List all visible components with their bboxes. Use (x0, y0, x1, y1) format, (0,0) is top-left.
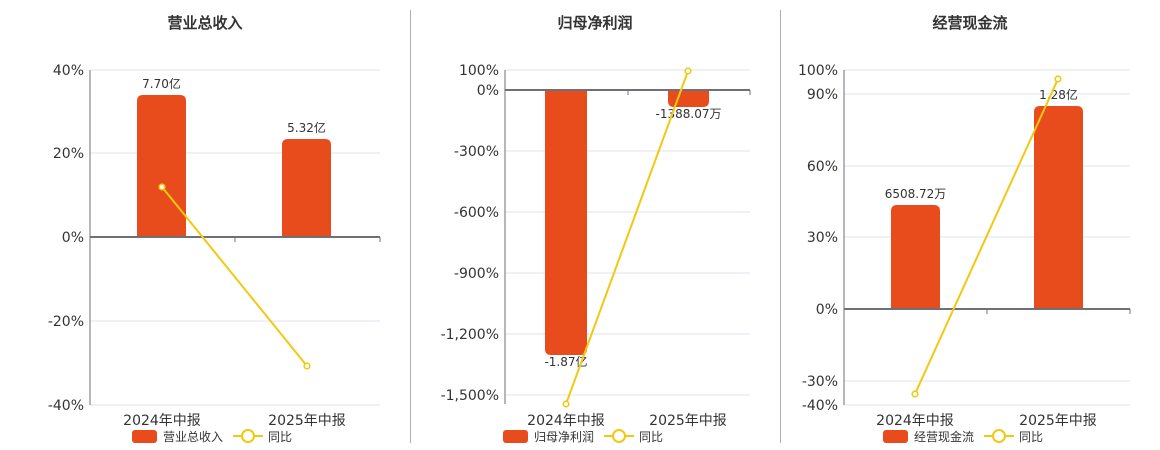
panel-operating-cashflow: 经营现金流 (780, 0, 1160, 450)
panel-divider (780, 10, 781, 443)
y-tick-label: 0% (477, 83, 499, 99)
y-tick-label: -1,500% (441, 388, 499, 404)
x-category-label: 2025年中报 (649, 413, 727, 429)
x-category-label: 2024年中报 (876, 413, 954, 429)
bar-swatch-icon (883, 429, 908, 443)
y-tick-label: 20% (53, 146, 84, 162)
yoy-point[interactable] (1054, 75, 1062, 83)
bar-value-label: 5.32亿 (287, 120, 326, 135)
bar[interactable] (137, 95, 186, 237)
x-category-label: 2025年中报 (1019, 413, 1097, 429)
y-tick-label: -40% (802, 398, 838, 414)
yoy-point[interactable] (911, 390, 919, 398)
y-tick-label: 90% (807, 87, 838, 103)
panel-revenue: 营业总收入 (0, 0, 410, 450)
chart-title: 经营现金流 (932, 14, 1008, 32)
bar[interactable] (282, 139, 331, 237)
y-tick-label: 0% (816, 302, 838, 318)
yoy-point[interactable] (158, 183, 166, 191)
bar-value-label: -1.87亿 (544, 354, 587, 369)
yoy-line (161, 186, 308, 367)
legend-revenue[interactable]: 营业总收入 同比 (132, 428, 292, 444)
yoy-line (914, 78, 1059, 395)
line-marker-icon (233, 429, 264, 443)
y-tick-label: -30% (802, 374, 838, 390)
bar[interactable] (545, 90, 587, 355)
legend-line-label: 同比 (268, 429, 293, 444)
chart-title: 营业总收入 (167, 14, 243, 32)
legend-net-profit[interactable]: 归母净利润 同比 (503, 428, 663, 444)
y-tick-label: 40% (53, 63, 84, 79)
x-category-label: 2024年中报 (123, 413, 201, 429)
legend-bar-label: 营业总收入 (163, 429, 224, 444)
panel-net-profit: 归母净利润 (410, 0, 780, 450)
chart-plot-0: 40% 20% 0% -20% -40% 7.70亿 5.32亿 2024年中报 2025年中报 (48, 63, 381, 429)
legend-operating-cashflow[interactable]: 经营现金流 同比 (883, 428, 1043, 444)
y-tick-label: -1,200% (441, 327, 499, 343)
bar[interactable] (1034, 106, 1083, 309)
y-tick-label: 100% (459, 63, 499, 79)
yoy-line (565, 70, 689, 405)
line-marker-icon (604, 429, 635, 443)
y-tick-label: -600% (454, 205, 499, 221)
chart-title: 归母净利润 (557, 14, 633, 32)
legend-line-label: 同比 (639, 429, 664, 444)
legend-bar-label: 归母净利润 (534, 429, 595, 444)
bar[interactable] (668, 90, 709, 107)
bar-value-label: -1388.07万 (656, 107, 722, 121)
x-category-label: 2025年中报 (268, 413, 346, 429)
line-marker-icon (984, 429, 1015, 443)
yoy-point[interactable] (684, 67, 692, 75)
y-tick-label: -40% (48, 398, 84, 414)
chart-plot-1: 100% 0% -300% -600% -900% -1,200% -1,500% -1.87… (441, 63, 751, 429)
y-tick-label: 30% (807, 230, 838, 246)
legend-line-label: 同比 (1019, 429, 1044, 444)
legend-bar-label: 经营现金流 (914, 429, 975, 444)
y-tick-label: -300% (454, 144, 499, 160)
yoy-point[interactable] (562, 400, 570, 408)
y-tick-label: 0% (62, 230, 84, 246)
y-tick-label: 60% (807, 159, 838, 175)
y-tick-label: -20% (48, 314, 84, 330)
x-category-label: 2024年中报 (527, 413, 605, 429)
panel-divider (410, 10, 411, 443)
y-tick-label: 100% (798, 63, 838, 79)
chart-plot-2: 100% 90% 60% 30% 0% -30% -40% 6508.72万 1.28亿 2024… (798, 63, 1131, 429)
bar-value-label: 6508.72万 (885, 187, 947, 201)
bar-value-label: 7.70亿 (142, 76, 181, 91)
yoy-point[interactable] (303, 362, 311, 370)
bar-swatch-icon (132, 429, 157, 443)
bar-value-label: 1.28亿 (1039, 87, 1078, 102)
y-tick-label: -900% (454, 266, 499, 282)
bar-swatch-icon (503, 429, 528, 443)
bar[interactable] (891, 205, 940, 309)
